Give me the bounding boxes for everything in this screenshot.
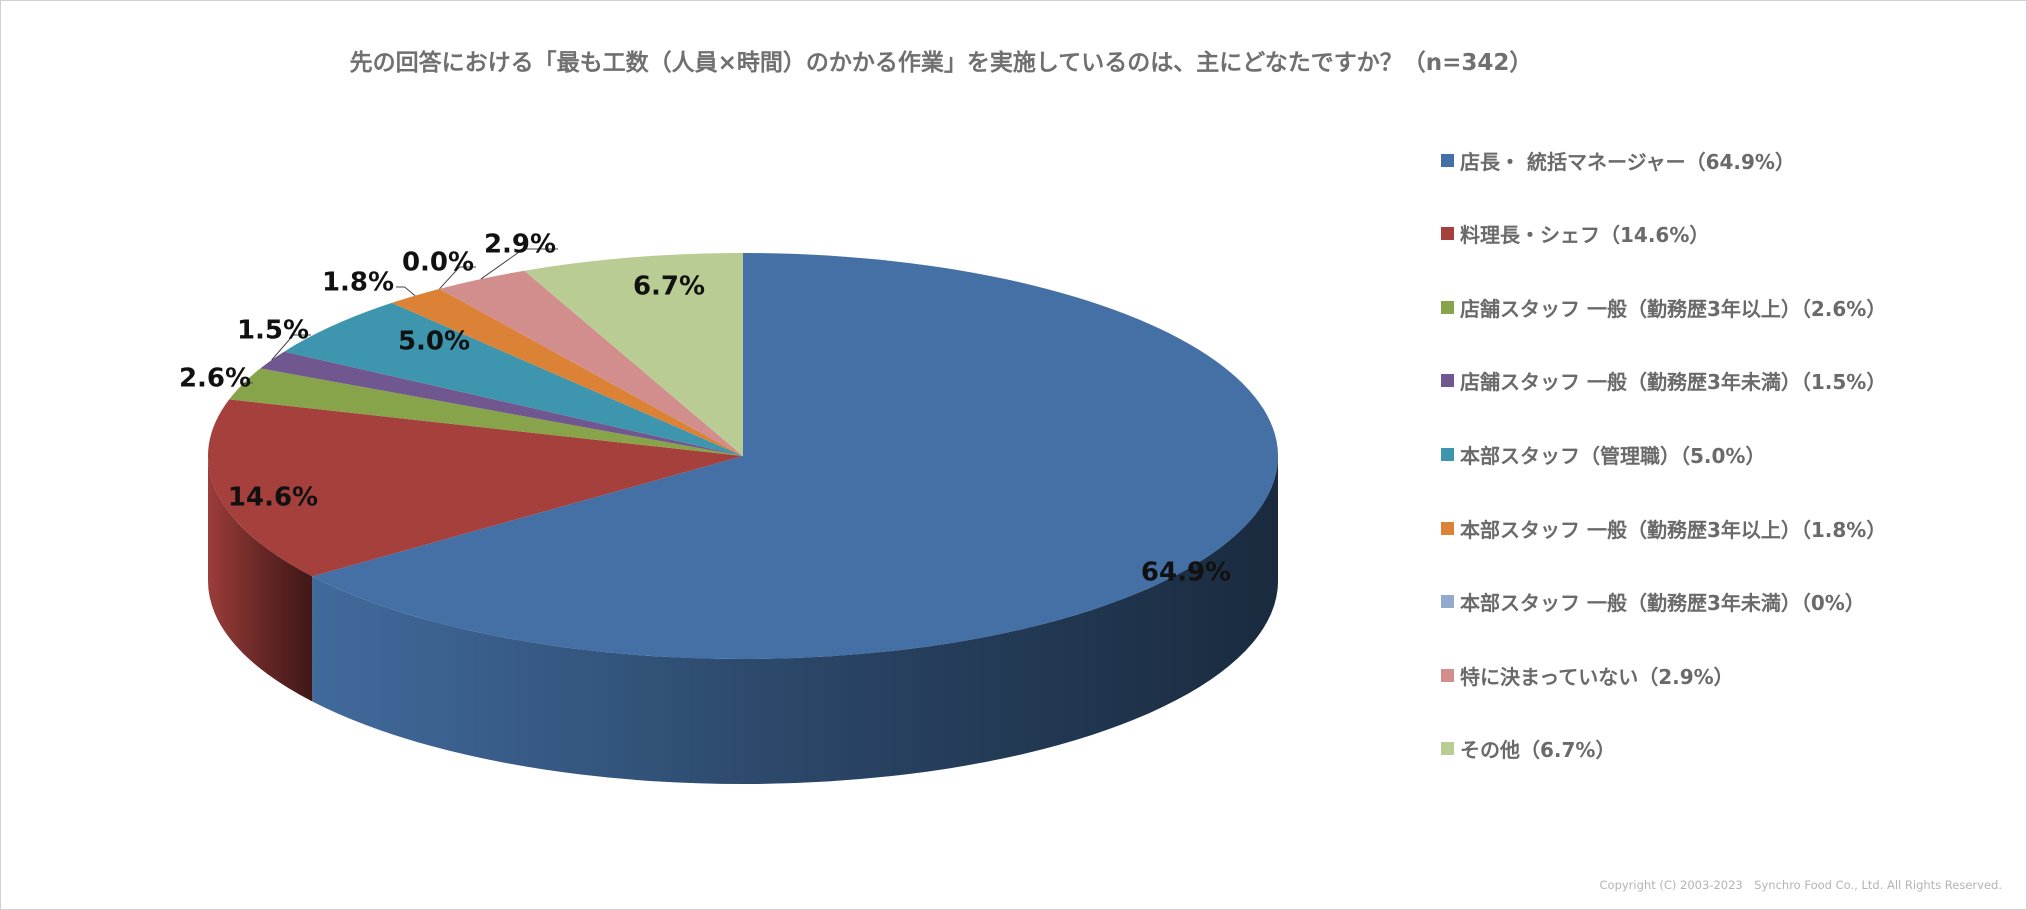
- legend-label: 料理長・シェフ（14.6%）: [1460, 223, 1710, 248]
- data-label-5: 1.8%: [322, 268, 394, 298]
- data-labels: 64.9% 14.6% 2.6% 1.5% 5.0%1.8% 0.0% 2.9% 6.7%: [179, 230, 1231, 588]
- pie-slice-2: [229, 368, 744, 456]
- data-label-2: 2.6%: [179, 364, 251, 394]
- legend-item: 店舗スタッフ 一般（勤務歴3年未満）（1.5%）: [1441, 366, 1886, 396]
- legend-item: 料理長・シェフ（14.6%）: [1441, 219, 1709, 249]
- pie-slice-4: [284, 302, 743, 456]
- legend-swatch: [1441, 742, 1454, 756]
- legend-swatch: [1441, 300, 1454, 314]
- leader-line-5: [396, 286, 416, 296]
- legend-swatch: [1441, 595, 1454, 609]
- legend-swatch: [1441, 447, 1454, 461]
- legend-swatch: [1441, 521, 1454, 535]
- legend-swatch: [1441, 374, 1454, 388]
- legend-item: 店長・ 統括マネージャー（64.9%）: [1441, 145, 1795, 175]
- pie-slice-3: [260, 351, 743, 456]
- leader-line-7: [480, 248, 558, 280]
- pie-side-shade-1: [208, 456, 313, 702]
- leader-line-3: [271, 334, 311, 361]
- pie-top-faces: [208, 253, 1278, 659]
- leader-line-2: [243, 382, 253, 385]
- pie-side-walls: [208, 456, 1278, 784]
- pie-slice-1: [208, 399, 743, 577]
- data-label-6: 0.0%: [402, 248, 474, 278]
- leader-lines: [243, 248, 558, 385]
- pie-slice-5: [391, 288, 743, 456]
- chart-title: 先の回答における「最も工数（人員×時間）のかかる作業」を実施しているのは、主にど…: [349, 50, 1533, 76]
- legend-label: その他（6.7%）: [1460, 738, 1616, 763]
- legend-item: 本部スタッフ 一般（勤務歴3年以上）（1.8%）: [1441, 513, 1886, 543]
- legend-swatch: [1441, 153, 1454, 167]
- pie-slice-7: [439, 270, 743, 456]
- legend-label: 本部スタッフ 一般（勤務歴3年未満）（0%）: [1460, 591, 1865, 616]
- data-label-4: 5.0%: [398, 327, 470, 357]
- pie-side-shade-0: [312, 456, 1278, 784]
- data-label-3: 1.5%: [237, 316, 309, 346]
- legend-item: 本部スタッフ（管理職）（5.0%）: [1441, 439, 1765, 469]
- legend-label: 店舗スタッフ 一般（勤務歴3年以上）（2.6%）: [1460, 296, 1887, 321]
- legend-item: 本部スタッフ 一般（勤務歴3年未満）（0%）: [1441, 587, 1865, 617]
- legend-label: 店舗スタッフ 一般（勤務歴3年未満）（1.5%）: [1460, 370, 1887, 395]
- data-label-1: 14.6%: [228, 483, 318, 513]
- copyright-text: Copyright (C) 2003-2023 Synchro Food Co.…: [1599, 878, 2002, 892]
- legend-item: 特に決まっていない（2.9%）: [1441, 660, 1734, 690]
- legend-swatch: [1441, 227, 1454, 241]
- legend-label: 本部スタッフ 一般（勤務歴3年以上）（1.8%）: [1460, 517, 1887, 542]
- data-label-0: 64.9%: [1141, 558, 1231, 588]
- data-label-7: 2.9%: [484, 230, 556, 260]
- data-label-8: 6.7%: [633, 272, 705, 302]
- pie-slice-0: [312, 253, 1278, 659]
- legend-label: 本部スタッフ（管理職）（5.0%）: [1460, 443, 1766, 468]
- leader-line-6: [439, 266, 476, 290]
- legend-swatch: [1441, 668, 1454, 682]
- legend-item: その他（6.7%）: [1441, 734, 1615, 764]
- legend-label: 店長・ 統括マネージャー（64.9%）: [1460, 149, 1795, 174]
- pie-slice-8: [524, 253, 743, 456]
- legend-item: 店舗スタッフ 一般（勤務歴3年以上）（2.6%）: [1441, 292, 1886, 322]
- legend-label: 特に決まっていない（2.9%）: [1460, 664, 1734, 689]
